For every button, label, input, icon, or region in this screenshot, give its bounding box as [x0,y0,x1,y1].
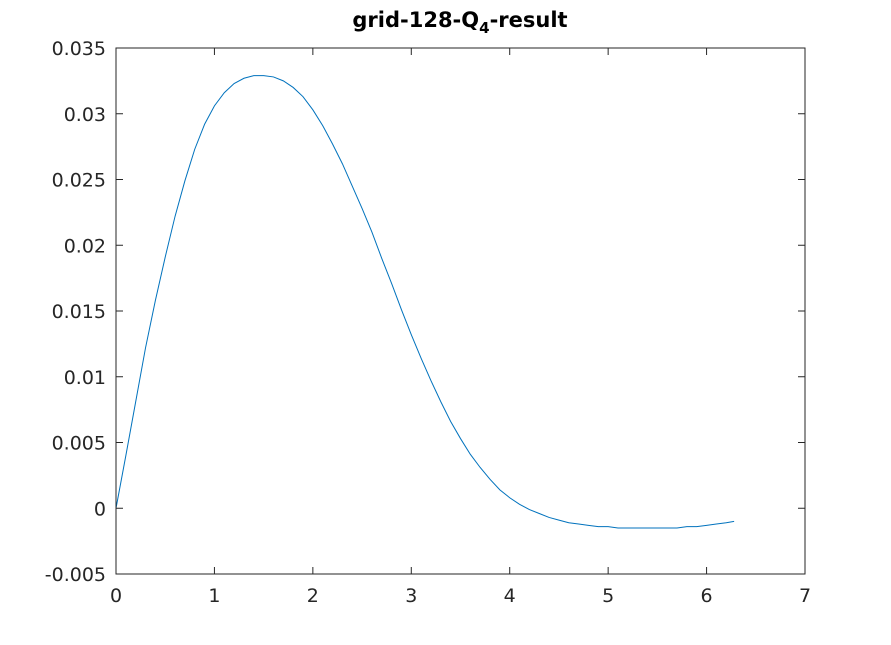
x-tick-label: 4 [504,585,516,607]
chart-title: grid-128-Q4-result [352,8,567,37]
y-tick-label: -0.005 [45,564,106,586]
plot-area [116,48,805,574]
tick-labels: 0 1 2 3 4 5 6 7-0.00500.0050.010.0150.020.0250.… [45,38,811,607]
series-line [115,75,735,529]
y-tick-label: 0.035 [52,38,106,60]
y-tick-label: 0.005 [52,433,106,455]
y-tick-label: 0.03 [64,104,106,126]
y-tick-label: 0.025 [52,170,106,192]
x-tick-label: 1 [208,585,220,607]
chart-title-subscript: 4 [479,19,489,37]
x-tick-label: 3 [405,585,417,607]
x-tick-label: 0 [110,585,122,607]
axes-box [115,47,806,575]
x-tick-label: 7 [799,585,811,607]
x-tick-label: 6 [701,585,713,607]
x-tick-label: 5 [602,585,614,607]
chart-title-prefix: grid-128-Q [352,8,479,32]
x-tick-label: 2 [307,585,319,607]
y-tick-label: 0.01 [64,367,106,389]
y-tick-label: 0 [94,498,106,520]
y-tick-label: 0.02 [64,235,106,257]
chart-title-suffix: -result [490,8,568,32]
y-tick-label: 0.015 [52,301,106,323]
